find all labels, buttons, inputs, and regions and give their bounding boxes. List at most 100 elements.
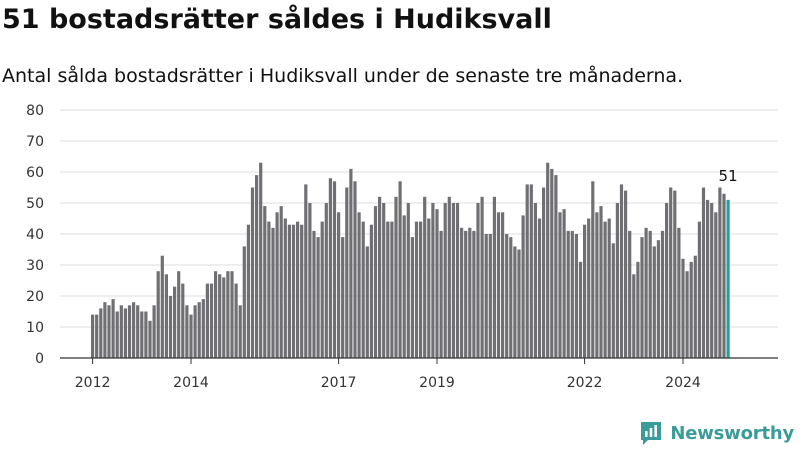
bar	[533, 203, 537, 358]
bar	[492, 196, 496, 358]
bar	[673, 190, 677, 358]
x-tick-label: 2014	[173, 375, 209, 391]
bar	[435, 209, 439, 358]
last-value-label: 51	[719, 167, 738, 185]
bar	[103, 302, 107, 358]
x-axis	[60, 357, 778, 364]
bar	[537, 218, 542, 358]
bar	[300, 224, 304, 358]
bar	[271, 227, 275, 358]
bar	[283, 218, 287, 358]
bar	[656, 240, 660, 358]
bar	[373, 206, 378, 358]
bar	[615, 203, 619, 358]
bar	[242, 246, 246, 358]
bar	[230, 271, 234, 358]
bar	[390, 221, 394, 358]
y-tick-label: 20	[26, 289, 44, 305]
bar	[628, 230, 632, 358]
bar	[455, 203, 460, 358]
y-tick-label: 0	[35, 351, 44, 367]
bar	[115, 311, 119, 358]
bar	[578, 261, 583, 358]
bar	[394, 196, 398, 358]
bar	[168, 296, 173, 358]
bar	[574, 234, 578, 358]
bar	[95, 314, 99, 358]
y-tick-label: 80	[26, 103, 44, 119]
y-tick-label: 10	[26, 320, 44, 336]
bar	[144, 311, 148, 358]
bar	[632, 274, 636, 358]
bar	[406, 203, 410, 358]
x-tick-label: 2012	[75, 375, 111, 391]
bar	[701, 187, 706, 358]
bar	[119, 305, 123, 358]
bar	[353, 181, 357, 358]
bar	[427, 218, 431, 358]
bar	[296, 221, 300, 358]
bar	[611, 243, 615, 358]
bar	[160, 255, 164, 358]
bar	[517, 249, 521, 358]
bar	[509, 237, 513, 358]
bar	[505, 234, 509, 358]
bars	[91, 162, 730, 358]
chart-subtitle: Antal sålda bostadsrätter i Hudiksvall u…	[2, 65, 684, 87]
newsworthy-brand: Newsworthy	[639, 420, 794, 446]
bar	[677, 227, 681, 358]
bar	[714, 212, 718, 358]
x-tick-label: 2022	[567, 375, 603, 391]
bar	[312, 230, 316, 358]
bar	[660, 230, 665, 358]
bar	[250, 187, 255, 358]
bar-highlight	[726, 199, 730, 358]
bar	[447, 196, 451, 358]
bar	[419, 221, 423, 358]
bar	[718, 187, 722, 358]
bar	[193, 305, 197, 358]
brand-name: Newsworthy	[670, 422, 794, 444]
bar	[607, 218, 611, 358]
bar	[255, 175, 259, 358]
bar	[185, 305, 189, 358]
bar	[341, 237, 345, 358]
y-tick-label: 40	[26, 227, 44, 243]
bar	[484, 234, 488, 358]
x-tick-label: 2019	[419, 375, 455, 391]
bar	[279, 206, 283, 358]
bar	[542, 187, 546, 358]
bar	[222, 277, 226, 358]
bar	[402, 215, 406, 358]
bar	[558, 212, 562, 358]
bar	[209, 283, 214, 358]
bar	[99, 308, 103, 358]
bar	[357, 212, 361, 358]
bar	[226, 271, 230, 358]
bar	[587, 218, 591, 358]
bar	[550, 168, 554, 358]
bar	[345, 187, 349, 358]
bar	[460, 227, 464, 358]
bar	[267, 221, 271, 358]
bar	[562, 209, 566, 358]
bar	[689, 261, 693, 358]
bar	[214, 271, 218, 358]
bar	[316, 237, 320, 358]
bar	[710, 203, 714, 358]
bar	[410, 237, 414, 358]
x-tick-label: 2024	[665, 375, 701, 391]
bar	[365, 246, 369, 358]
bar	[152, 305, 156, 358]
bar	[603, 221, 607, 358]
bar	[132, 302, 136, 358]
bar	[722, 193, 726, 358]
bar	[234, 283, 238, 358]
bar	[583, 224, 587, 358]
bar	[218, 274, 222, 358]
bar	[197, 302, 201, 358]
bar	[136, 305, 140, 358]
bar	[624, 190, 628, 358]
bar	[451, 203, 455, 358]
bar	[246, 224, 250, 358]
